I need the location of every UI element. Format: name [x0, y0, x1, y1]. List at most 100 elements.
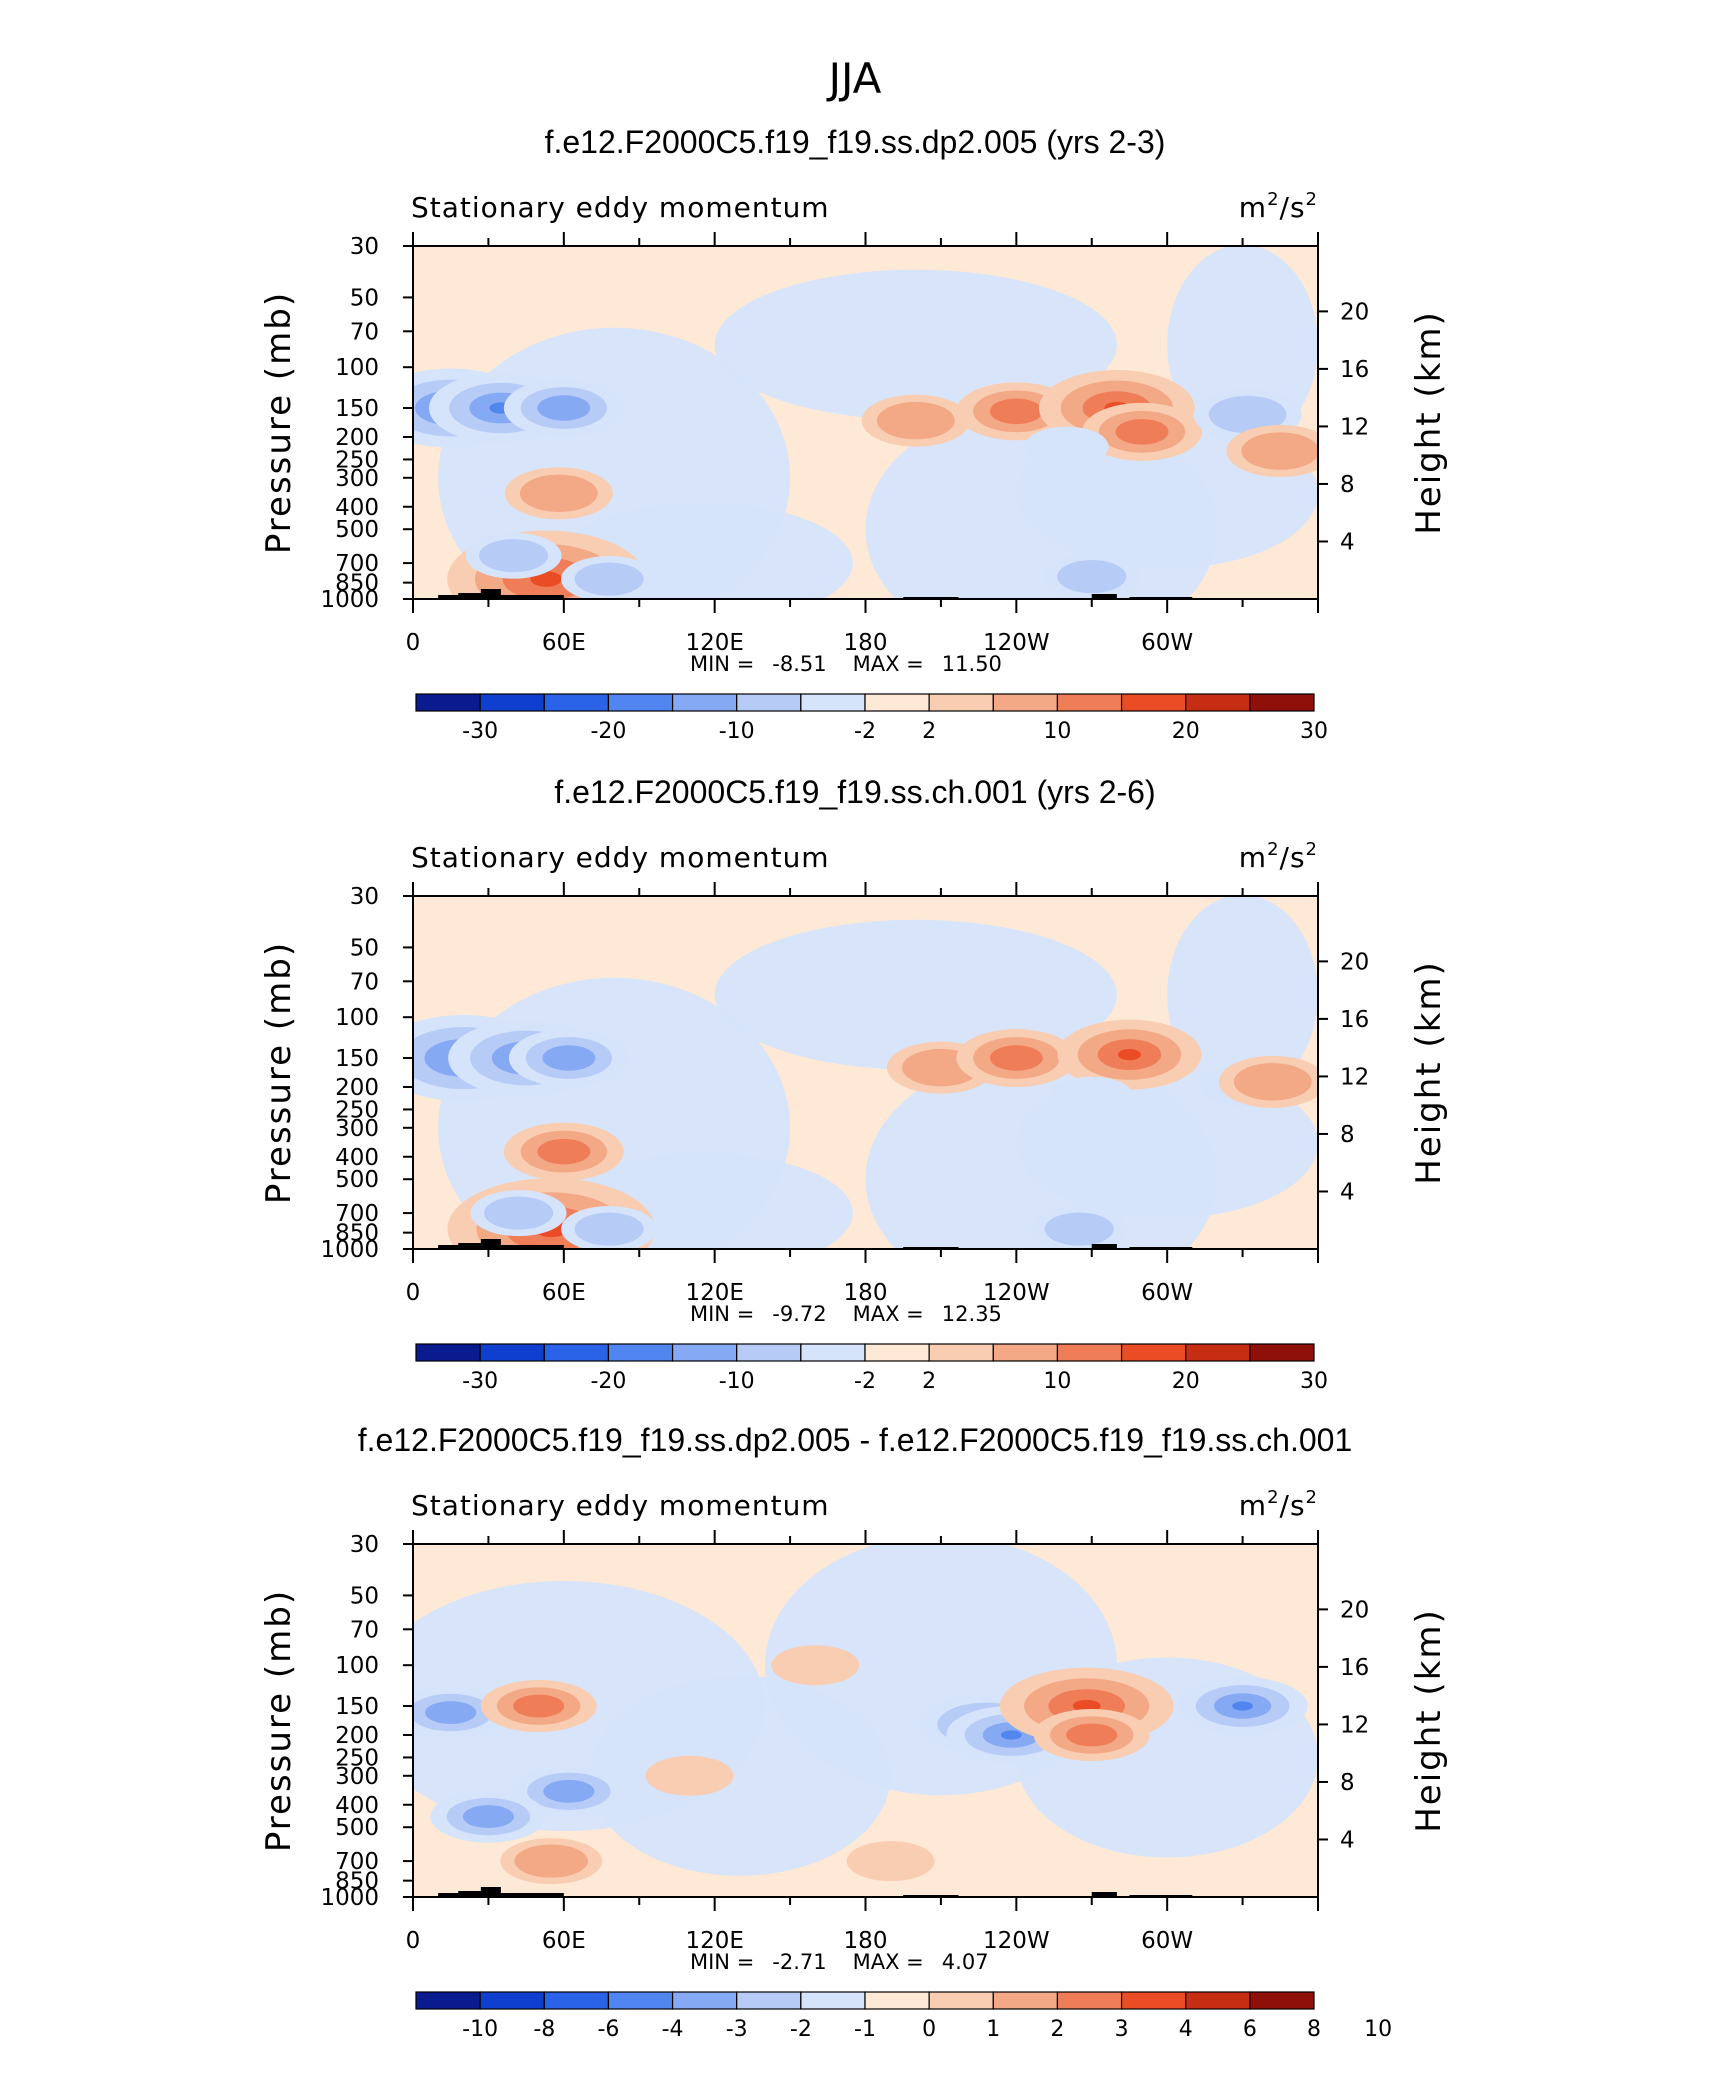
colorbar-label: -10 [719, 719, 755, 744]
y-tick-label: 100 [335, 1653, 379, 1679]
topography [458, 1891, 499, 1897]
contour-blob [771, 1645, 860, 1686]
min-max-label: MIN = -8.51 MAX = 11.50 [690, 652, 1002, 676]
contour-blob [1000, 1730, 1022, 1740]
topography [480, 589, 501, 599]
y2-tick-label: 8 [1340, 1770, 1355, 1796]
x-tick-label: 60E [542, 1280, 586, 1306]
contour-blob [989, 1045, 1043, 1071]
y2-axis-label: Height (km) [1409, 960, 1449, 1185]
colorbar-box [1056, 1343, 1123, 1362]
colorbar-box [1185, 693, 1251, 712]
y-tick-label: 300 [335, 1764, 379, 1790]
y2-tick-label: 12 [1340, 1064, 1369, 1090]
y-tick-label: 200 [335, 1075, 379, 1101]
colorbar-label: -8 [533, 2017, 555, 2042]
x-tick-label: 60W [1141, 630, 1193, 656]
colorbar-box [864, 693, 930, 712]
colorbar-label: 30 [1300, 719, 1328, 744]
colorbar-box [864, 1343, 930, 1362]
colorbar-label: 2 [922, 719, 936, 744]
y-tick-label: 100 [335, 355, 379, 381]
y-tick-label: 150 [335, 1046, 379, 1072]
y-tick-label: 300 [335, 1116, 379, 1142]
contour-blob [462, 1805, 514, 1829]
colorbar-box [736, 693, 802, 712]
x-tick-label: 0 [406, 1928, 421, 1954]
colorbar-box [1056, 693, 1123, 712]
colorbar-label: -2 [854, 1369, 876, 1394]
colorbar-box [1056, 1991, 1123, 2010]
topography [480, 1887, 501, 1897]
contour-blob [519, 474, 598, 513]
colorbar-box [671, 1991, 738, 2010]
colorbar-box [607, 1343, 674, 1362]
colorbar-box [479, 693, 545, 712]
units-label: m2/s2 [1239, 189, 1318, 224]
contour-blob [537, 1138, 591, 1165]
contour-blob [1233, 1063, 1312, 1101]
y2-tick-label: 12 [1340, 414, 1369, 440]
topography [438, 1245, 564, 1249]
contour-blob [1024, 426, 1109, 467]
colorbar-box [1249, 693, 1315, 712]
y2-tick-label: 20 [1340, 1597, 1369, 1623]
colorbar-box [415, 1343, 481, 1362]
contour-blob [846, 1841, 935, 1882]
contour-blob [645, 1755, 734, 1796]
colorbar-box [479, 1991, 545, 2010]
colorbar-box [415, 1991, 481, 2010]
colorbar-box [1249, 1343, 1315, 1362]
colorbar-box [607, 693, 674, 712]
y-tick-label: 400 [335, 1793, 379, 1819]
y2-tick-label: 20 [1340, 299, 1369, 325]
colorbar-label: 20 [1172, 1369, 1200, 1394]
contour-blob [574, 562, 644, 596]
y-tick-label: 500 [335, 1167, 379, 1193]
y2-tick-label: 4 [1340, 1179, 1355, 1205]
contour-field [413, 896, 1318, 1249]
y-tick-label: 200 [335, 1723, 379, 1749]
variable-label: Stationary eddy momentum [411, 841, 830, 874]
colorbar-box [1120, 1991, 1187, 2010]
y2-tick-label: 16 [1340, 1655, 1369, 1681]
colorbar-label: -30 [462, 719, 498, 744]
colorbar-box [736, 1343, 802, 1362]
y2-tick-label: 8 [1340, 1122, 1355, 1148]
colorbar-label: 30 [1300, 1369, 1328, 1394]
contour-blob [1066, 1723, 1118, 1747]
y2-tick-label: 20 [1340, 949, 1369, 975]
x-tick-label: 60E [542, 630, 586, 656]
colorbar-box [800, 1991, 866, 2010]
y-tick-label: 400 [335, 1145, 379, 1171]
x-tick-label: 60W [1141, 1928, 1193, 1954]
x-tick-label: 0 [406, 630, 421, 656]
x-tick-label: 120W [983, 1280, 1050, 1306]
colorbar-label: -10 [719, 1369, 755, 1394]
page-title: JJA [826, 54, 882, 103]
colorbar-label: -4 [662, 2017, 684, 2042]
y-tick-label: 50 [350, 285, 379, 311]
colorbar-label: -2 [790, 2017, 812, 2042]
weak-negative-region [714, 269, 1117, 420]
y-tick-label: 150 [335, 1694, 379, 1720]
weak-negative-region [1167, 896, 1318, 1095]
x-tick-label: 0 [406, 1280, 421, 1306]
x-tick-label: 120E [685, 1280, 743, 1306]
y-tick-label: 70 [350, 969, 379, 995]
y-tick-label: 700 [335, 551, 379, 577]
y-tick-label: 1000 [320, 1237, 379, 1263]
colorbar-box [415, 693, 481, 712]
y-tick-label: 850 [335, 1221, 379, 1247]
panel-1: f.e12.F2000C5.f19_f19.ss.dp2.005 (yrs 2-… [259, 124, 1449, 744]
colorbar-label: 20 [1172, 719, 1200, 744]
contour-blob [1057, 559, 1127, 594]
y2-tick-label: 16 [1340, 1007, 1369, 1033]
y-tick-label: 250 [335, 1097, 379, 1123]
colorbar-label: 4 [1179, 2017, 1193, 2042]
colorbar-label: -30 [462, 1369, 498, 1394]
y2-axis-label: Height (km) [1409, 1608, 1449, 1833]
contour-blob [1117, 1049, 1141, 1061]
colorbar-label: -20 [590, 719, 626, 744]
colorbar-label: -6 [597, 2017, 619, 2042]
